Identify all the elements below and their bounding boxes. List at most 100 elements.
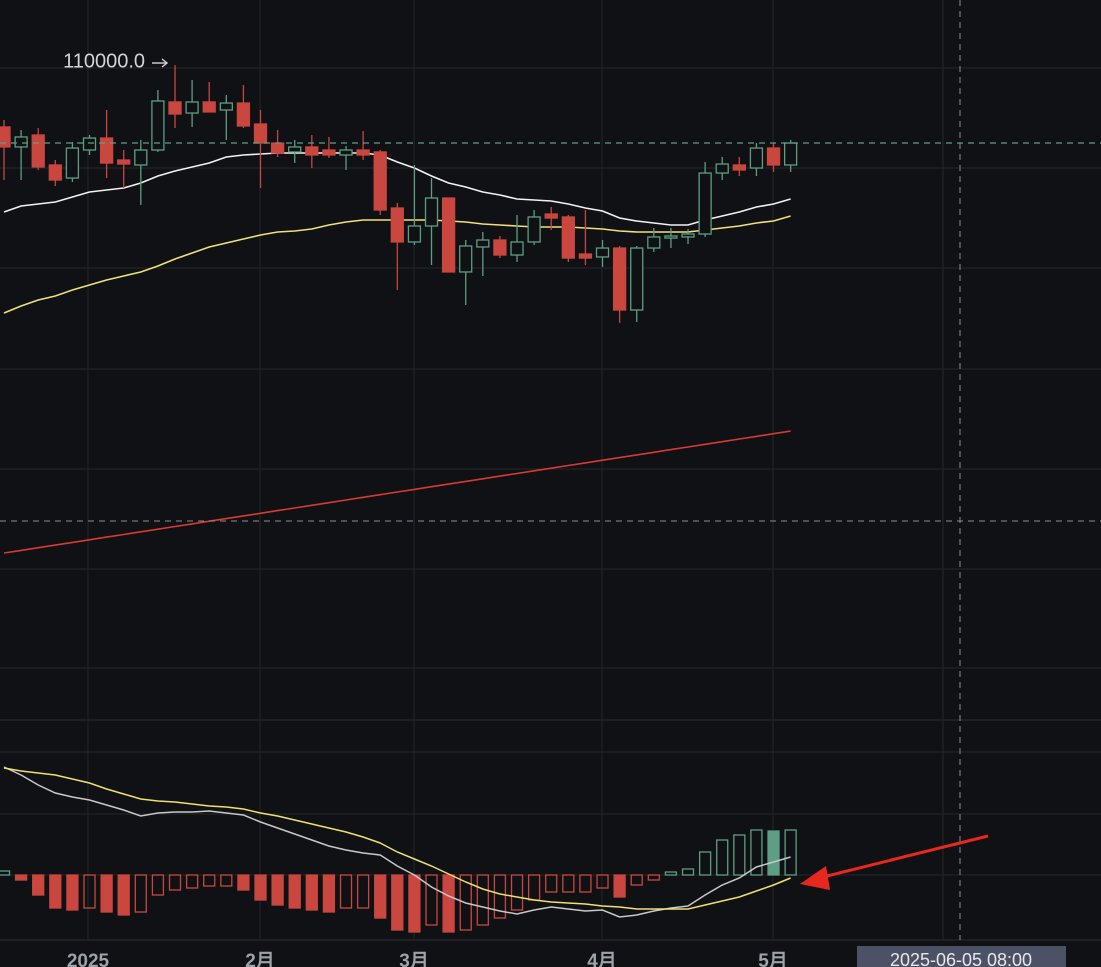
candle-body <box>664 235 678 239</box>
candle-body <box>476 239 490 248</box>
candle-body <box>288 146 302 153</box>
macd-histogram-bar <box>49 874 62 909</box>
macd-histogram-bar <box>134 874 147 913</box>
x-tick-label: 2月 <box>245 951 275 967</box>
macd-histogram-bar <box>750 829 763 876</box>
candle-body <box>510 241 524 256</box>
candle-body <box>305 146 319 156</box>
x-tick-label: 5月 <box>758 951 788 967</box>
candle-body <box>185 101 199 114</box>
macd-line <box>3 767 791 910</box>
macd-histogram-bar <box>681 868 695 876</box>
macd-line <box>3 766 791 918</box>
candle-body <box>82 137 97 151</box>
macd-histogram-bar <box>545 874 558 893</box>
candle-body <box>0 126 11 148</box>
macd-histogram-bar <box>698 851 712 876</box>
macd-histogram-bar <box>613 874 626 898</box>
macd-histogram-bar <box>66 874 79 911</box>
candle-body <box>715 163 729 174</box>
candle-body <box>48 164 62 181</box>
macd-histogram-bar <box>220 874 233 887</box>
candle-body <box>373 151 387 211</box>
macd-histogram-bar <box>767 830 780 876</box>
candle-body <box>647 236 661 249</box>
crosshair-label-box <box>857 946 1066 967</box>
macd-histogram-bar <box>374 874 387 919</box>
macd-histogram-bar <box>151 874 165 896</box>
arrow-shaft <box>814 834 989 881</box>
macd-histogram-bar <box>32 874 45 896</box>
candle-body <box>578 253 593 259</box>
candle-body <box>356 149 370 156</box>
macd-histogram-bar <box>596 874 609 889</box>
candle-body <box>544 213 558 219</box>
candle-body <box>441 197 456 273</box>
macd-histogram-bar <box>784 829 797 876</box>
macd-histogram-bar <box>459 874 472 931</box>
macd-histogram-bar <box>83 874 96 909</box>
macd-histogram-bar <box>288 874 301 909</box>
macd-histogram-bar <box>733 834 746 876</box>
high-marker-label: 110000.0 <box>63 50 145 72</box>
candle-body <box>65 147 80 179</box>
arrow-head <box>800 866 830 890</box>
x-tick-label: 2025 <box>67 951 110 967</box>
candle-body <box>202 101 216 113</box>
candle-body <box>561 216 575 259</box>
macd-histogram-bar <box>117 874 130 916</box>
macd-histogram-bar <box>0 870 11 876</box>
macd-histogram-bar <box>271 874 284 906</box>
candle-body <box>219 102 233 111</box>
macd-histogram-bar <box>408 874 421 933</box>
macd-histogram-bar <box>716 839 729 876</box>
macd-histogram-bar <box>476 874 489 926</box>
macd-histogram-bar <box>425 874 438 926</box>
annotation-arrow <box>800 834 989 890</box>
candle-body <box>595 247 610 258</box>
candle-body <box>134 149 148 166</box>
candle-body <box>732 164 746 171</box>
high-marker-arrowhead <box>161 58 169 68</box>
candle-body <box>14 136 28 148</box>
candle-body <box>339 149 353 156</box>
candle-body <box>749 147 764 169</box>
macd-histogram-bar <box>168 874 182 891</box>
candle-body <box>31 134 45 168</box>
candle-body <box>390 207 404 243</box>
candle-body <box>253 123 268 144</box>
macd-histogram-bar <box>493 874 507 919</box>
macd-histogram-bar <box>442 874 455 933</box>
macd-histogram-bar <box>391 874 404 931</box>
macd-histogram-bar <box>356 874 370 909</box>
candle-body <box>681 233 695 238</box>
crosshair-label: 2025-06-05 08:00 <box>890 950 1032 967</box>
candle-body <box>612 247 627 311</box>
macd-histogram-bar <box>185 874 199 889</box>
marks: 2025 2月 3月 4月 5月 110000.0 <box>0 50 1101 967</box>
x-tick-label: 3月 <box>399 951 429 967</box>
candle-body <box>151 100 165 151</box>
candle-body <box>459 245 473 273</box>
macd-histogram-bar <box>579 874 592 893</box>
candle-body <box>322 149 336 156</box>
candle-body <box>424 197 439 227</box>
moving-average-line <box>3 430 791 554</box>
candle-body <box>117 159 131 165</box>
macd-histogram-bar <box>203 874 216 887</box>
macd-histogram-bar <box>510 874 524 911</box>
macd-histogram-bar <box>630 874 643 886</box>
macd-histogram-bar <box>254 874 267 901</box>
candle-body <box>493 239 507 256</box>
moving-average-line <box>3 152 791 226</box>
candle-body <box>766 147 781 166</box>
candle-body <box>270 142 285 154</box>
x-tick-label: 4月 <box>587 951 617 967</box>
candle-body <box>783 142 798 166</box>
macd-histogram-bar <box>237 874 250 891</box>
macd-histogram-bar <box>322 874 336 913</box>
candle-body <box>99 137 114 164</box>
